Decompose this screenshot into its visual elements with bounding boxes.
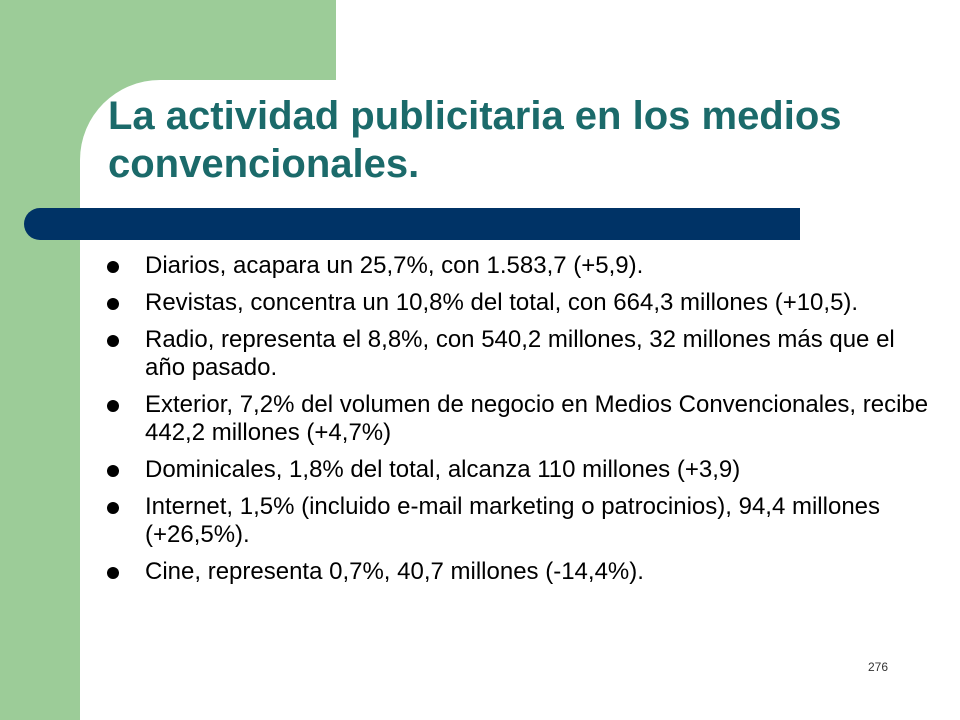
bullet-dot-icon — [107, 261, 119, 273]
bullet-list: Diarios, acapara un 25,7%, con 1.583,7 (… — [104, 252, 934, 595]
bullet-item-diarios: Diarios, acapara un 25,7%, con 1.583,7 (… — [104, 252, 934, 280]
title-accent-bar — [24, 208, 800, 240]
bullet-text: Diarios, acapara un 25,7%, con 1.583,7 (… — [145, 252, 644, 279]
bullet-item-dominicales: Dominicales, 1,8% del total, alcanza 110… — [104, 456, 934, 484]
bullet-dot-icon — [107, 335, 119, 347]
bullet-dot-icon — [107, 298, 119, 310]
bullet-text: Dominicales, 1,8% del total, alcanza 110… — [145, 456, 741, 483]
bullet-text: Revistas, concentra un 10,8% del total, … — [145, 289, 859, 316]
bullet-item-revistas: Revistas, concentra un 10,8% del total, … — [104, 289, 934, 317]
page-number: 276 — [868, 660, 889, 674]
bullet-item-cine: Cine, representa 0,7%, 40,7 millones (-1… — [104, 558, 934, 586]
bullet-item-radio: Radio, representa el 8,8%, con 540,2 mil… — [104, 326, 934, 382]
slide-title: La actividad publicitaria en los medios … — [108, 94, 842, 186]
bullet-text: Radio, representa el 8,8%, con 540,2 mil… — [145, 326, 895, 381]
bullet-text: Cine, representa 0,7%, 40,7 millones (-1… — [145, 558, 644, 585]
bullet-dot-icon — [107, 465, 119, 477]
bullet-dot-icon — [107, 567, 119, 579]
bullet-dot-icon — [107, 400, 119, 412]
content-panel — [80, 80, 960, 720]
bullet-item-exterior: Exterior, 7,2% del volumen de negocio en… — [104, 391, 934, 447]
bullet-dot-icon — [107, 502, 119, 514]
bullet-text: Exterior, 7,2% del volumen de negocio en… — [145, 391, 929, 446]
bullet-item-internet: Internet, 1,5% (incluido e-mail marketin… — [104, 493, 934, 549]
bullet-text: Internet, 1,5% (incluido e-mail marketin… — [145, 493, 881, 548]
